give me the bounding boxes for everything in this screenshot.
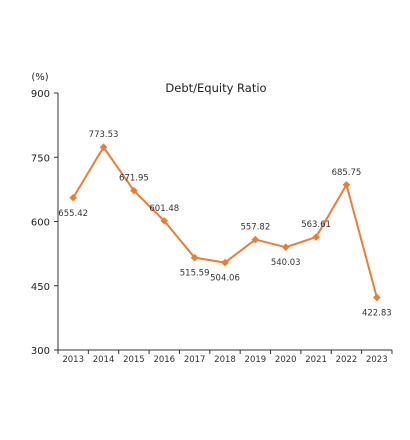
data-label: 540.03 <box>271 258 301 268</box>
x-tick-label: 2022 <box>336 355 358 365</box>
x-tick-label: 2020 <box>275 355 297 365</box>
data-label: 773.53 <box>89 130 119 140</box>
series <box>69 143 381 302</box>
data-point <box>221 258 229 267</box>
y-tick-label: 750 <box>31 153 50 164</box>
data-label: 601.48 <box>149 204 179 214</box>
data-label: 671.95 <box>119 174 149 184</box>
data-label: 515.59 <box>180 269 210 279</box>
y-tick-label: 450 <box>31 282 50 293</box>
data-label: 557.82 <box>240 223 270 233</box>
data-point <box>160 217 169 225</box>
x-tick-label: 2021 <box>305 355 327 365</box>
ticks: 300 450 600 750 900 2013 2014 2015 2016 2017 2018 2… <box>31 89 393 365</box>
data-labels: 655.42 773.53 671.95 601.48 515.59 504.06 557.… <box>58 130 391 318</box>
x-tick-label: 2013 <box>62 355 84 365</box>
data-label: 655.42 <box>58 209 88 219</box>
data-point <box>281 243 290 251</box>
x-tick-label: 2014 <box>93 355 115 365</box>
data-point <box>130 186 138 195</box>
data-label: 422.83 <box>362 308 392 318</box>
data-point <box>69 193 77 202</box>
data-point <box>190 253 199 262</box>
data-label: 563.61 <box>301 220 331 230</box>
x-tick-label: 2015 <box>123 355 145 365</box>
y-tick-label: 300 <box>31 346 50 357</box>
x-tick-label: 2016 <box>153 355 175 365</box>
x-tick-label: 2017 <box>184 355 206 365</box>
y-tick-label: 600 <box>31 218 50 229</box>
y-axis-unit: (%) <box>31 72 48 83</box>
data-label: 504.06 <box>210 274 240 284</box>
data-point <box>342 180 351 189</box>
x-tick-label: 2018 <box>214 355 236 365</box>
x-tick-label: 2023 <box>366 355 388 365</box>
x-tick-label: 2019 <box>245 355 267 365</box>
data-point <box>99 143 108 151</box>
data-label: 685.75 <box>332 168 362 178</box>
data-point <box>312 233 320 241</box>
data-point <box>251 235 260 244</box>
chart-title: Debt∕Equity Ratio <box>165 81 266 95</box>
y-tick-label: 900 <box>31 89 50 100</box>
data-point <box>373 293 381 302</box>
